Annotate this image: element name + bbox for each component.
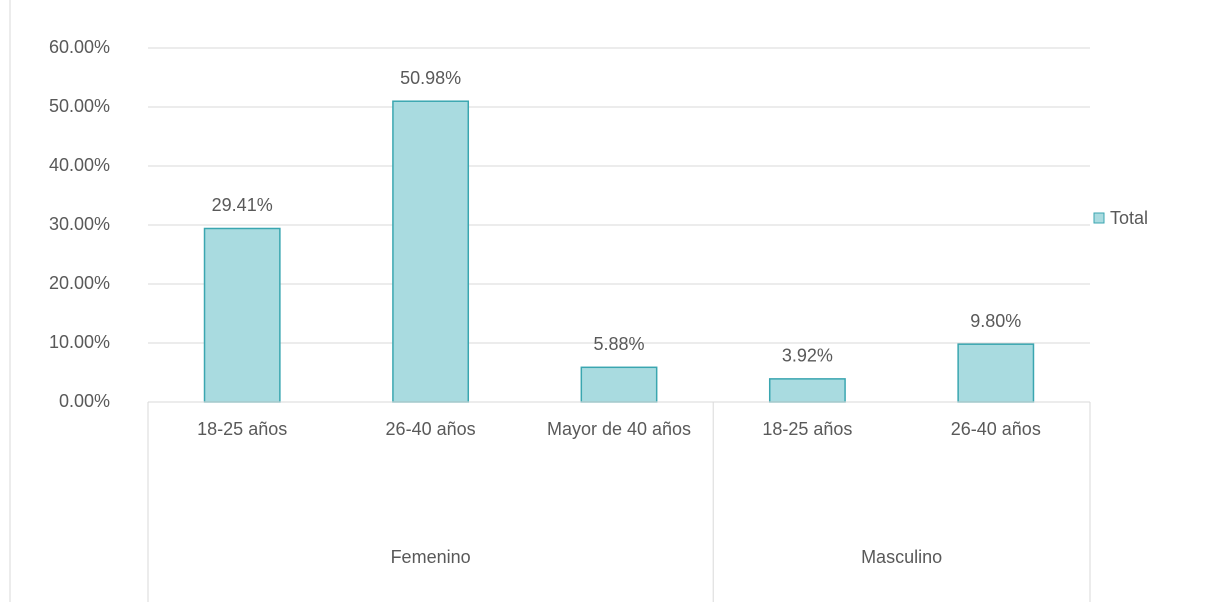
y-tick-label: 60.00% (49, 37, 110, 57)
bar (203, 227, 281, 403)
group-label: Femenino (391, 547, 471, 567)
y-tick-label: 40.00% (49, 155, 110, 175)
y-tick-label: 0.00% (59, 391, 110, 411)
x-tick-label: 26-40 años (951, 419, 1041, 439)
y-tick-label: 20.00% (49, 273, 110, 293)
data-label: 29.41% (212, 195, 273, 215)
data-label: 9.80% (970, 311, 1021, 331)
bar (392, 100, 470, 403)
group-label: Masculino (861, 547, 942, 567)
data-label: 5.88% (593, 334, 644, 354)
bar (957, 343, 1035, 403)
y-tick-label: 30.00% (49, 214, 110, 234)
y-tick-label: 50.00% (49, 96, 110, 116)
x-tick-label: 26-40 años (386, 419, 476, 439)
bar (768, 378, 846, 403)
data-label: 3.92% (782, 346, 833, 366)
bar (580, 366, 658, 403)
y-tick-label: 10.00% (49, 332, 110, 352)
legend-marker (1093, 212, 1105, 224)
x-tick-label: 18-25 años (197, 419, 287, 439)
x-tick-label: 18-25 años (762, 419, 852, 439)
x-tick-label: Mayor de 40 años (547, 419, 691, 439)
legend-label: Total (1110, 208, 1148, 228)
data-label: 50.98% (400, 68, 461, 88)
